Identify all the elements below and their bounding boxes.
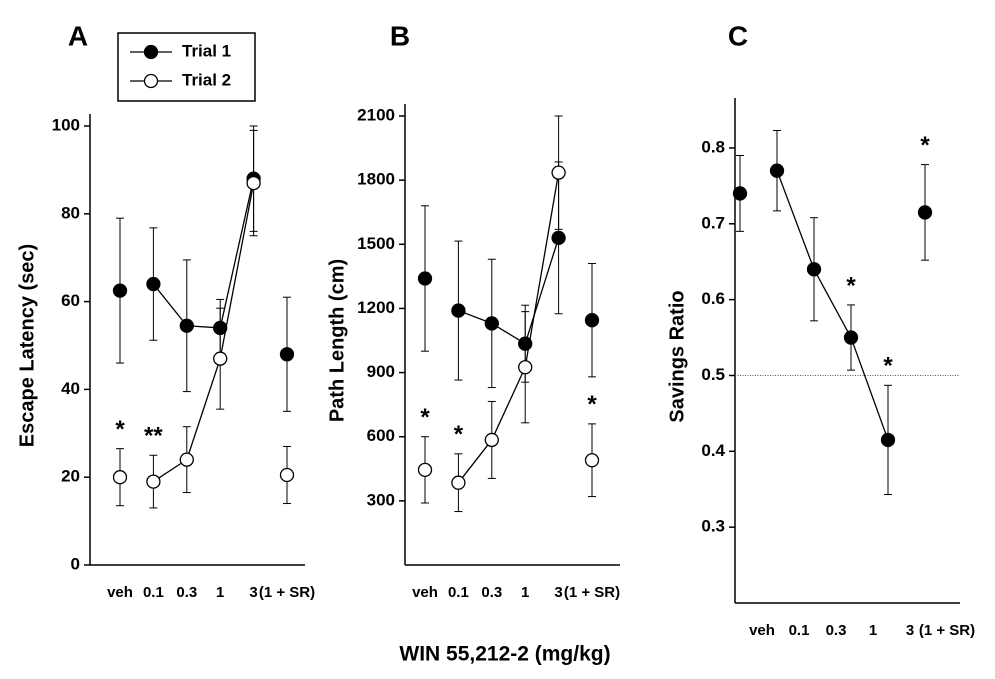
x-tick-label: 3	[906, 622, 914, 639]
y-tick-label: 40	[61, 379, 80, 398]
x-tick-label: 3	[249, 584, 257, 601]
data-point	[417, 462, 433, 478]
series-line	[524, 172, 560, 368]
y-tick-label: 900	[367, 362, 395, 381]
data-point	[279, 467, 295, 483]
x-tick-label: 0.3	[481, 584, 502, 601]
x-tick-label: 1	[521, 584, 529, 601]
data-point	[880, 432, 896, 448]
y-tick-label: 300	[367, 490, 395, 509]
data-point	[246, 175, 261, 191]
x-tick-label: 0.3	[176, 584, 197, 601]
x-tick-label: veh	[107, 584, 133, 601]
legend-label: Trial 2	[182, 70, 231, 89]
significance-mark: *	[846, 272, 856, 299]
y-tick-label: 80	[61, 203, 80, 222]
data-point	[732, 186, 748, 201]
data-point	[112, 283, 128, 298]
series-line	[491, 366, 526, 441]
y-tick-label: 1500	[357, 234, 395, 253]
legend-box	[117, 32, 256, 102]
data-point	[518, 360, 533, 375]
series-line	[152, 283, 188, 327]
legend-marker	[143, 44, 159, 60]
data-point	[551, 230, 566, 246]
panel-title: C	[728, 20, 748, 51]
panel-title: B	[390, 20, 410, 51]
x-tick-label: (1 + SR)	[259, 584, 315, 601]
x-tick-label: 1	[869, 622, 877, 639]
y-tick-label: 100	[52, 115, 80, 134]
x-tick-label: 0.1	[448, 584, 469, 601]
y-tick-label: 60	[61, 291, 80, 310]
series-line	[776, 170, 815, 270]
series-line	[524, 237, 560, 344]
y-tick-label: 0.5	[701, 365, 725, 384]
data-point	[584, 313, 600, 328]
significance-mark: **	[144, 423, 163, 450]
x-tick-label: 1	[216, 584, 224, 601]
legend-label: Trial 1	[182, 41, 231, 60]
significance-mark: *	[920, 132, 930, 159]
x-tick-label: 0.1	[789, 622, 810, 639]
y-axis-label: Path Length (cm)	[326, 259, 348, 422]
panel-title: A	[68, 20, 88, 51]
series-line	[219, 178, 255, 329]
x-axis-label: WIN 55,212-2 (mg/kg)	[399, 643, 610, 666]
data-point	[484, 432, 499, 448]
data-point	[917, 205, 933, 220]
y-tick-label: 0.4	[701, 441, 725, 460]
x-tick-label: 0.3	[826, 622, 847, 639]
series-line	[186, 358, 221, 460]
y-tick-label: 600	[367, 426, 395, 445]
data-point	[484, 316, 499, 331]
series-line	[850, 337, 889, 441]
data-point	[769, 163, 785, 178]
significance-mark: *	[420, 404, 430, 431]
significance-mark: *	[883, 353, 893, 380]
significance-mark: *	[115, 416, 125, 443]
data-point	[179, 452, 194, 467]
data-point	[279, 347, 295, 362]
data-point	[417, 271, 433, 286]
significance-mark: *	[454, 421, 464, 448]
y-tick-label: 1200	[357, 298, 395, 317]
data-point	[451, 303, 466, 318]
y-tick-label: 2100	[357, 105, 395, 124]
y-axis-label: Savings Ratio	[666, 290, 688, 422]
data-point	[806, 262, 822, 277]
x-tick-label: 0.1	[143, 584, 164, 601]
series-line	[457, 439, 493, 484]
y-tick-label: 0.7	[701, 213, 725, 232]
x-tick-label: 3	[554, 584, 562, 601]
y-tick-label: 0.6	[701, 289, 725, 308]
significance-mark: *	[587, 391, 597, 418]
y-tick-label: 0	[71, 554, 80, 573]
data-point	[146, 276, 161, 292]
x-tick-label: (1 + SR)	[919, 622, 975, 639]
data-point	[843, 330, 859, 345]
data-point	[584, 453, 600, 468]
legend-marker	[143, 73, 159, 89]
data-point	[451, 475, 466, 490]
y-tick-label: 20	[61, 467, 80, 486]
data-point	[551, 165, 566, 180]
y-tick-label: 1800	[357, 170, 395, 189]
x-tick-label: (1 + SR)	[564, 584, 620, 601]
data-point	[179, 318, 194, 333]
series-line	[219, 182, 255, 359]
x-tick-label: veh	[412, 584, 438, 601]
y-axis-label: Escape Latency (sec)	[16, 244, 38, 447]
series-line	[813, 268, 852, 338]
data-point	[213, 351, 228, 366]
data-point	[146, 474, 161, 489]
data-point	[112, 470, 128, 485]
y-tick-label: 0.3	[701, 517, 725, 536]
x-tick-label: veh	[749, 622, 775, 639]
y-tick-label: 0.8	[701, 137, 725, 156]
